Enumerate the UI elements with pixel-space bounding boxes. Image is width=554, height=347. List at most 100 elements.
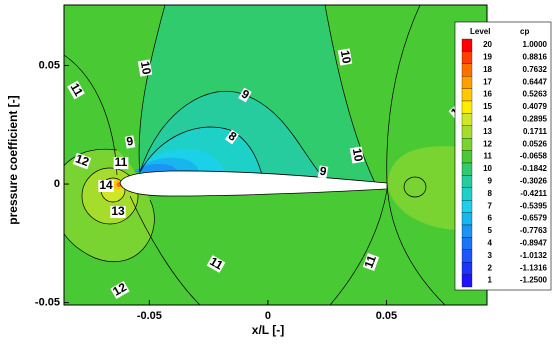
y-tick-label: -0.05 bbox=[35, 297, 60, 309]
legend-swatch bbox=[461, 113, 473, 126]
contour-labels: 1011989101112111413121091111 bbox=[67, 48, 468, 300]
contour-label-bg bbox=[206, 255, 226, 273]
legend-level: 3 bbox=[488, 251, 493, 260]
legend-level: 12 bbox=[483, 139, 492, 148]
legend-swatch bbox=[461, 125, 473, 139]
contour-label: 9 bbox=[319, 164, 328, 179]
legend-value: 0.6447 bbox=[523, 77, 548, 86]
legend-level: 19 bbox=[483, 53, 492, 62]
contour-label: 11 bbox=[115, 155, 128, 169]
legend-level: 7 bbox=[488, 201, 493, 210]
contour-label-bg bbox=[110, 206, 126, 218]
iso-line bbox=[64, 148, 155, 263]
legend-level: 1 bbox=[488, 276, 493, 285]
legend-level: 6 bbox=[488, 214, 493, 223]
legend-value: 0.7632 bbox=[523, 65, 548, 74]
airfoil bbox=[119, 170, 388, 197]
legend-swatch bbox=[461, 63, 473, 77]
legend-swatch bbox=[461, 200, 473, 213]
contour-label-bg bbox=[124, 135, 136, 149]
x-axis-label: x/L [-] bbox=[252, 323, 284, 337]
contour-label-bg bbox=[137, 59, 153, 77]
legend-level: 18 bbox=[483, 65, 492, 74]
legend-value: -0.3026 bbox=[520, 177, 548, 186]
legend-swatch bbox=[461, 187, 473, 201]
legend-swatch bbox=[461, 100, 473, 114]
iso-line bbox=[138, 5, 166, 176]
contour-label: 13 bbox=[111, 204, 125, 218]
legend-level: 16 bbox=[483, 90, 492, 99]
iso-line bbox=[403, 176, 427, 198]
legend-swatch bbox=[461, 175, 473, 188]
legend-value: 0.8816 bbox=[523, 53, 548, 62]
contour-label-bg bbox=[113, 157, 129, 169]
legend-swatch bbox=[461, 262, 473, 275]
legend-value: 0.1711 bbox=[523, 127, 548, 136]
legend-value: -0.6579 bbox=[520, 214, 548, 223]
contour-label: 10 bbox=[350, 147, 366, 163]
legend-level: 14 bbox=[483, 115, 492, 124]
legend-swatch bbox=[461, 212, 473, 226]
x-tick-label: 0.05 bbox=[376, 310, 397, 322]
legend-swatch bbox=[461, 274, 473, 288]
legend-title: cp bbox=[520, 27, 529, 36]
legend-level: 15 bbox=[483, 102, 492, 111]
contour-label-bg bbox=[317, 165, 329, 179]
legend-level: 4 bbox=[488, 239, 493, 248]
iso-line bbox=[81, 167, 139, 225]
legend-swatch bbox=[461, 249, 473, 263]
legend-value: 0.0526 bbox=[523, 139, 548, 148]
legend-level: 13 bbox=[483, 127, 492, 136]
legend-swatch bbox=[461, 51, 473, 64]
iso-line bbox=[139, 126, 263, 176]
y-axis-label: pressure coefficient [-] bbox=[6, 95, 20, 224]
legend-level: 17 bbox=[483, 77, 492, 86]
legend-swatch bbox=[461, 224, 473, 238]
legend-value: 0.2895 bbox=[523, 115, 548, 124]
legend-value: -0.7763 bbox=[520, 226, 548, 235]
contour-label: 12 bbox=[110, 280, 129, 299]
legend-level: 2 bbox=[488, 263, 493, 272]
legend-swatch bbox=[461, 237, 473, 250]
legend-level: 9 bbox=[488, 177, 493, 186]
contour-label-bg bbox=[67, 80, 85, 100]
legend-swatch bbox=[461, 88, 473, 102]
contour-label: 12 bbox=[74, 151, 92, 169]
legend-value: -0.5395 bbox=[520, 201, 548, 210]
legend-swatch bbox=[461, 138, 473, 151]
contour-label-bg bbox=[72, 152, 92, 170]
legend-level: 11 bbox=[484, 152, 493, 161]
legend-value: 0.5263 bbox=[523, 90, 548, 99]
contour-label: 11 bbox=[361, 253, 379, 270]
contour-label: 10 bbox=[138, 60, 154, 76]
legend-title: Level bbox=[470, 27, 490, 36]
legend-level: 20 bbox=[483, 40, 492, 49]
legend-value: -0.0658 bbox=[520, 152, 548, 161]
legend-value: 0.4079 bbox=[523, 102, 548, 111]
contour-label-bg bbox=[225, 129, 239, 145]
iso-line bbox=[129, 195, 201, 305]
legend-swatch bbox=[461, 38, 473, 52]
iso-line bbox=[324, 5, 376, 184]
contour-label: 14 bbox=[99, 178, 113, 192]
x-tick-label: -0.05 bbox=[137, 310, 162, 322]
legend-swatch bbox=[461, 76, 473, 89]
legend-value: -0.8947 bbox=[520, 239, 548, 248]
contour-label-bg bbox=[337, 48, 353, 66]
legend-value: -0.1842 bbox=[520, 164, 548, 173]
y-tick-label: 0 bbox=[54, 178, 60, 190]
legend-value: -0.4211 bbox=[520, 189, 547, 198]
contour-label-bg bbox=[98, 180, 114, 192]
legend-level: 10 bbox=[483, 164, 492, 173]
legend-swatch bbox=[461, 162, 473, 176]
legend-value: -1.2500 bbox=[520, 276, 548, 285]
contour-label-bg bbox=[238, 87, 252, 103]
iso-line bbox=[329, 189, 388, 305]
x-tick-label: 0 bbox=[265, 310, 271, 322]
legend-level: 5 bbox=[488, 226, 493, 235]
y-tick-label: 0.05 bbox=[39, 59, 60, 71]
contour-label-bg bbox=[362, 253, 380, 271]
contour-label: 9 bbox=[125, 134, 134, 149]
contour-label-bg bbox=[110, 280, 130, 300]
